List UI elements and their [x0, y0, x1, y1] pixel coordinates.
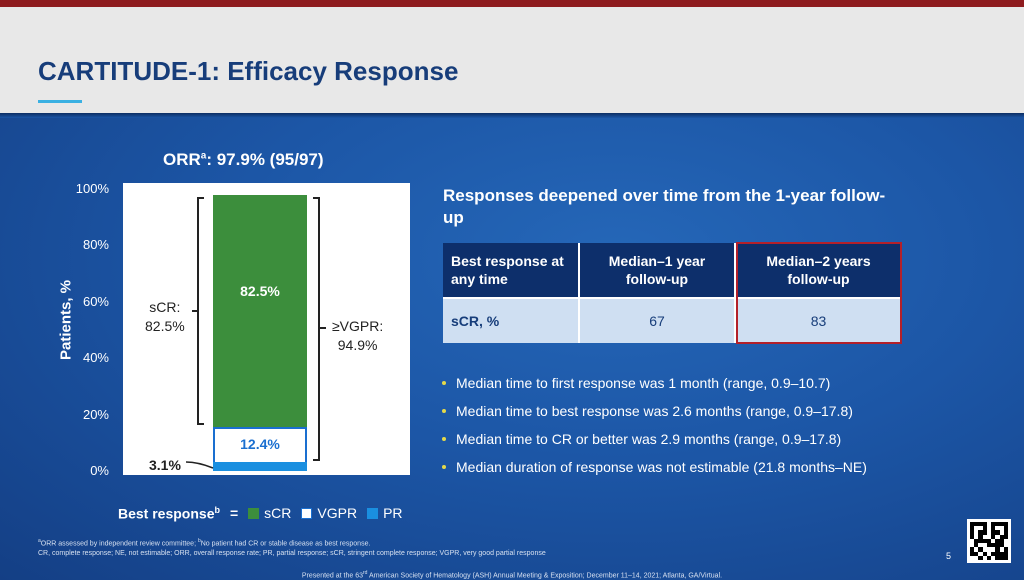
table-header-row: Best response at any time Median–1 year …	[443, 243, 901, 298]
bar-segment-pr	[213, 462, 307, 471]
legend-swatch-pr	[367, 507, 379, 519]
list-item: Median time to best response was 2.6 mon…	[440, 401, 867, 429]
y-tick-label: 20%	[82, 406, 109, 422]
page-number: 5	[946, 551, 952, 561]
vgpr-brace-tick	[320, 327, 326, 329]
legend-item-scr: sCR	[248, 505, 291, 521]
y-tick-label: 100%	[75, 181, 109, 196]
table-cell: 67	[579, 297, 736, 343]
vgpr-brace-top	[313, 197, 320, 199]
slide-title: CARTITUDE-1: Efficacy Response	[38, 56, 459, 86]
table-row: sCR, % 67 83	[443, 297, 901, 343]
scr-brace-bottom	[197, 423, 204, 425]
y-tick-label: 40%	[82, 350, 109, 366]
legend-item-vgpr: VGPR	[301, 505, 357, 521]
scr-annotation: sCR: 82.5%	[145, 299, 185, 334]
bar-label-vgpr: 12.4%	[240, 435, 280, 452]
pr-leader-line	[186, 461, 214, 469]
top-accent-bar	[0, 0, 1024, 7]
list-item: Median time to CR or better was 2.9 mont…	[440, 429, 867, 457]
scr-brace-tick	[192, 310, 198, 312]
table-header-cell: Best response at any time	[443, 243, 580, 298]
vgpr-annotation: ≥VGPR: 94.9%	[332, 318, 384, 353]
footnote-2: CR, complete response; NE, not estimable…	[38, 550, 546, 557]
title-underline	[38, 100, 82, 103]
highlight-box	[736, 242, 902, 344]
presented-at-line: Presented at the 63rd American Society o…	[301, 570, 723, 580]
list-item: Median duration of response was not esti…	[440, 457, 867, 485]
bar-segment-vgpr	[213, 427, 307, 463]
legend-item-pr: PR	[367, 505, 403, 521]
table-header-cell: Median–2 years follow-up	[735, 243, 901, 298]
y-tick-label: 80%	[82, 237, 109, 253]
legend-swatch-scr	[248, 507, 260, 519]
legend-title: Best responseb	[118, 505, 220, 522]
bullet-list: Median time to first response was 1 mont…	[440, 373, 867, 485]
y-tick-label: 60%	[82, 293, 109, 309]
table-cell: sCR, %	[443, 297, 580, 343]
scr-brace-top	[197, 197, 204, 199]
orr-heading: ORRa: 97.9% (95/97)	[163, 150, 324, 169]
scr-brace-vertical	[197, 197, 199, 425]
table-header-cell: Median–1 year follow-up	[579, 243, 736, 298]
legend-swatch-vgpr	[301, 507, 313, 519]
bar-segment-scr	[213, 194, 307, 428]
vgpr-brace-vertical	[318, 197, 320, 461]
footnote-1: aORR assessed by independent review comm…	[38, 538, 371, 548]
y-tick-label: 0%	[90, 463, 109, 478]
vgpr-brace-bottom	[313, 459, 320, 461]
bar-label-scr: 82.5%	[240, 283, 280, 300]
responses-heading: Responses deepened over time from the 1-…	[443, 186, 886, 227]
slide-header	[0, 7, 1024, 113]
response-table: Best response at any time Median–1 year …	[443, 243, 901, 343]
pr-annotation: 3.1%	[149, 457, 181, 473]
header-shadow	[0, 113, 1024, 118]
table-cell: 83	[735, 297, 901, 343]
chart-legend: Best responseb = sCR VGPR PR	[118, 505, 403, 522]
legend-equals: =	[229, 505, 239, 522]
y-axis-label: Patients, %	[57, 279, 75, 361]
list-item: Median time to first response was 1 mont…	[440, 373, 867, 401]
qr-code-icon[interactable]	[967, 519, 1011, 563]
